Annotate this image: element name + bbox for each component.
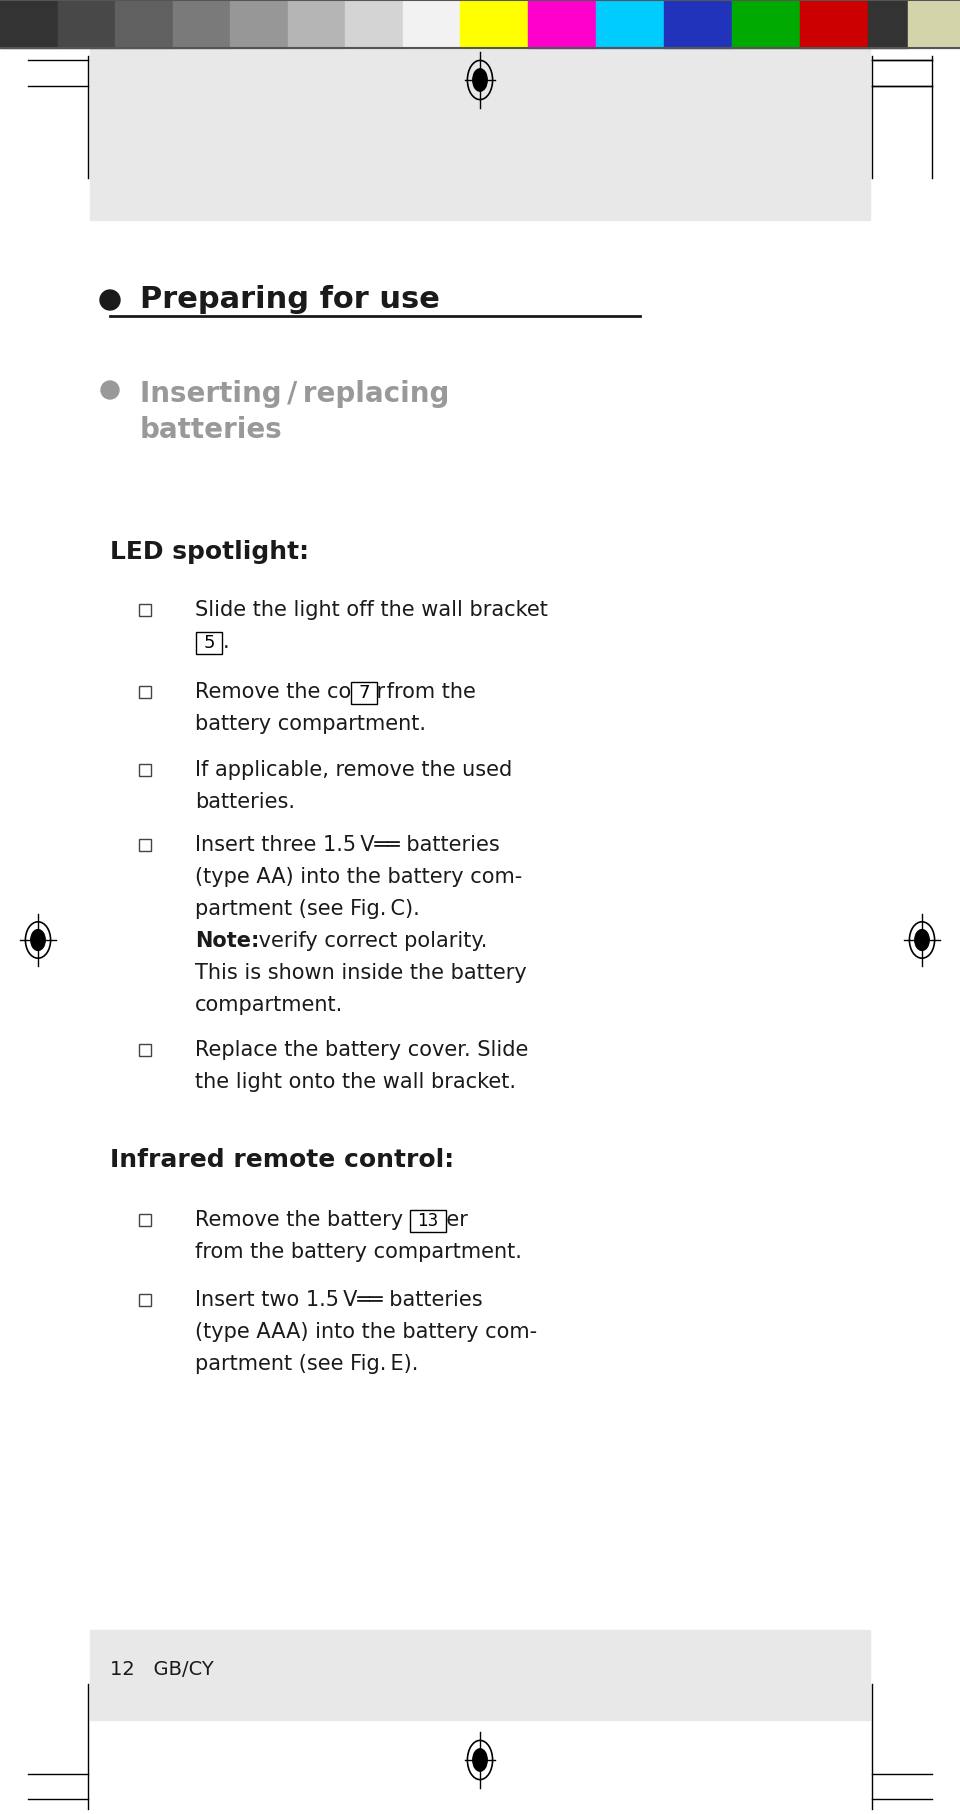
- Bar: [800, 0, 868, 47]
- FancyBboxPatch shape: [196, 631, 222, 655]
- Bar: [0, 0, 58, 47]
- Bar: [139, 1214, 151, 1226]
- Text: compartment.: compartment.: [195, 996, 344, 1016]
- Text: Replace the battery cover. Slide: Replace the battery cover. Slide: [195, 1039, 528, 1059]
- Bar: [139, 1293, 151, 1306]
- Text: 13: 13: [418, 1212, 439, 1230]
- Bar: [287, 0, 345, 47]
- Bar: [139, 840, 151, 851]
- Bar: [139, 1045, 151, 1056]
- Bar: [173, 0, 230, 47]
- Ellipse shape: [472, 69, 488, 91]
- Text: Inserting / replacing
batteries: Inserting / replacing batteries: [140, 379, 449, 444]
- Bar: [460, 0, 528, 47]
- Bar: [90, 1631, 870, 1720]
- Text: Preparing for use: Preparing for use: [140, 285, 440, 314]
- Text: verify correct polarity.: verify correct polarity.: [252, 931, 488, 951]
- Bar: [139, 604, 151, 617]
- Text: .: .: [223, 631, 229, 651]
- Bar: [230, 0, 287, 47]
- Circle shape: [100, 290, 120, 310]
- Text: partment (see Fig. C).: partment (see Fig. C).: [195, 900, 420, 920]
- Ellipse shape: [472, 1749, 488, 1770]
- Bar: [868, 0, 908, 47]
- Text: Insert three 1.5 V══ batteries: Insert three 1.5 V══ batteries: [195, 834, 500, 854]
- Bar: [596, 0, 664, 47]
- Text: Remove the cover: Remove the cover: [195, 682, 392, 702]
- Text: batteries.: batteries.: [195, 793, 295, 813]
- Text: LED spotlight:: LED spotlight:: [110, 541, 309, 564]
- Bar: [58, 0, 115, 47]
- Text: 12   GB/CY: 12 GB/CY: [110, 1660, 214, 1680]
- Text: partment (see Fig. E).: partment (see Fig. E).: [195, 1353, 419, 1373]
- Bar: [115, 0, 173, 47]
- Bar: [139, 764, 151, 776]
- Text: (type AAA) into the battery com-: (type AAA) into the battery com-: [195, 1322, 538, 1342]
- Bar: [402, 0, 460, 47]
- Text: Remove the battery cover: Remove the battery cover: [195, 1210, 474, 1230]
- Bar: [345, 0, 402, 47]
- Text: battery compartment.: battery compartment.: [195, 715, 426, 735]
- Text: This is shown inside the battery: This is shown inside the battery: [195, 963, 527, 983]
- Bar: [732, 0, 800, 47]
- Bar: [139, 686, 151, 698]
- Bar: [908, 0, 960, 47]
- Text: If applicable, remove the used: If applicable, remove the used: [195, 760, 513, 780]
- Ellipse shape: [915, 929, 929, 951]
- Text: Slide the light off the wall bracket: Slide the light off the wall bracket: [195, 600, 548, 620]
- Text: Note:: Note:: [195, 931, 259, 951]
- Text: 7: 7: [358, 684, 370, 702]
- Ellipse shape: [31, 929, 45, 951]
- Text: Insert two 1.5 V══ batteries: Insert two 1.5 V══ batteries: [195, 1290, 483, 1310]
- Bar: [664, 0, 732, 47]
- Text: 5: 5: [204, 635, 215, 651]
- FancyBboxPatch shape: [351, 682, 377, 704]
- Text: from the battery compartment.: from the battery compartment.: [195, 1243, 522, 1263]
- Bar: [90, 47, 870, 219]
- Text: from the: from the: [380, 682, 476, 702]
- Text: Infrared remote control:: Infrared remote control:: [110, 1148, 454, 1172]
- Circle shape: [101, 381, 119, 399]
- Text: (type AA) into the battery com-: (type AA) into the battery com-: [195, 867, 522, 887]
- FancyBboxPatch shape: [410, 1210, 446, 1232]
- Bar: [528, 0, 596, 47]
- Text: the light onto the wall bracket.: the light onto the wall bracket.: [195, 1072, 516, 1092]
